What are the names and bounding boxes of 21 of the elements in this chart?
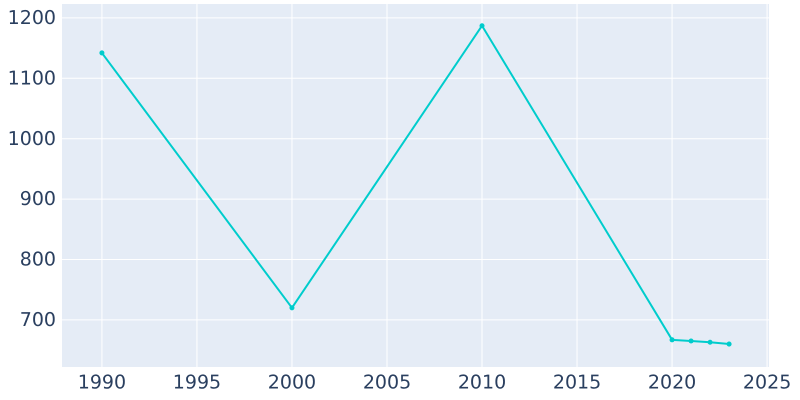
x-tick-label: 2010 (458, 371, 506, 394)
point (289, 305, 294, 310)
x-tick-label: 2020 (648, 371, 696, 394)
x-tick-label: 2015 (552, 371, 602, 394)
y-tick-label: 700 (20, 308, 56, 331)
x-tick-label: 2005 (362, 371, 412, 394)
point (726, 342, 732, 347)
y-tick-label: 1200 (8, 6, 56, 29)
y-tick-label: 1000 (8, 128, 56, 150)
point (688, 338, 694, 344)
x-tick-label: 2000 (268, 371, 316, 394)
x-tick-label: 2025 (742, 371, 792, 394)
x-tick-label: 1990 (78, 371, 126, 394)
point (708, 340, 713, 345)
point (479, 23, 485, 28)
y-tick-label: 900 (20, 188, 56, 210)
y-tick-label: 800 (20, 248, 56, 271)
point (99, 50, 104, 56)
y-tick-label: 1100 (8, 67, 56, 90)
x-tick-label: 1995 (172, 371, 222, 394)
point (670, 337, 675, 342)
